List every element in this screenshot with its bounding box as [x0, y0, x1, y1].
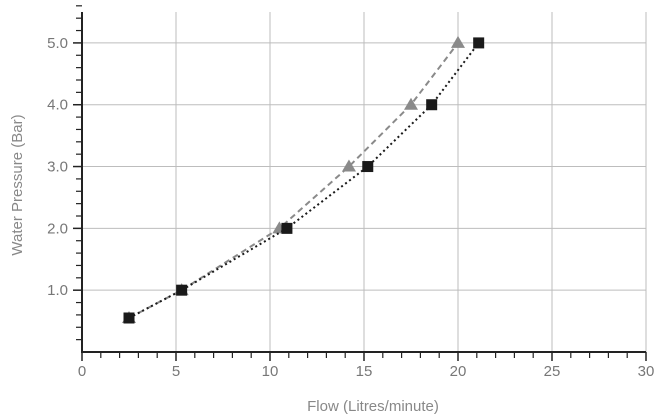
y-tick-label-2: 3.0 — [47, 159, 68, 176]
grid — [82, 12, 647, 352]
series-group — [122, 35, 485, 324]
x-tick-label-3: 15 — [356, 363, 373, 380]
series-1-marker-0 — [123, 312, 135, 324]
series-1-marker-4 — [426, 99, 438, 111]
y-tick-label-4: 5.0 — [47, 35, 68, 52]
x-tick-label-0: 0 — [78, 363, 86, 380]
x-tick-label-1: 5 — [172, 363, 180, 380]
series-0-marker-3 — [341, 159, 356, 172]
x-axis-title: Flow (Litres/minute) — [307, 398, 439, 415]
series-0-line — [128, 42, 459, 319]
series-1-line — [128, 42, 480, 319]
series-1-marker-3 — [362, 161, 374, 173]
y-tick-label-0: 1.0 — [47, 282, 68, 299]
x-tick-label-2: 10 — [262, 363, 279, 380]
series-1-marker-1 — [176, 284, 188, 296]
series-1-marker-5 — [473, 37, 485, 49]
x-tick-label-4: 20 — [450, 363, 467, 380]
x-tick-label-5: 25 — [544, 363, 561, 380]
series-0-marker-4 — [404, 97, 418, 110]
y-tick-label-1: 2.0 — [47, 220, 68, 237]
series-1 — [123, 37, 485, 324]
series-0-marker-5 — [451, 35, 465, 48]
series-1-marker-2 — [281, 222, 293, 234]
x-tick-label-6: 30 — [638, 363, 655, 380]
y-tick-label-3: 4.0 — [47, 97, 68, 114]
axes — [73, 5, 647, 361]
series-0 — [122, 35, 465, 323]
y-axis-title: Water Pressure (Bar) — [9, 114, 26, 255]
tick-labels: 0 5 10 15 20 25 30 1.0 2.0 3.0 4.0 5.0 — [47, 35, 654, 380]
